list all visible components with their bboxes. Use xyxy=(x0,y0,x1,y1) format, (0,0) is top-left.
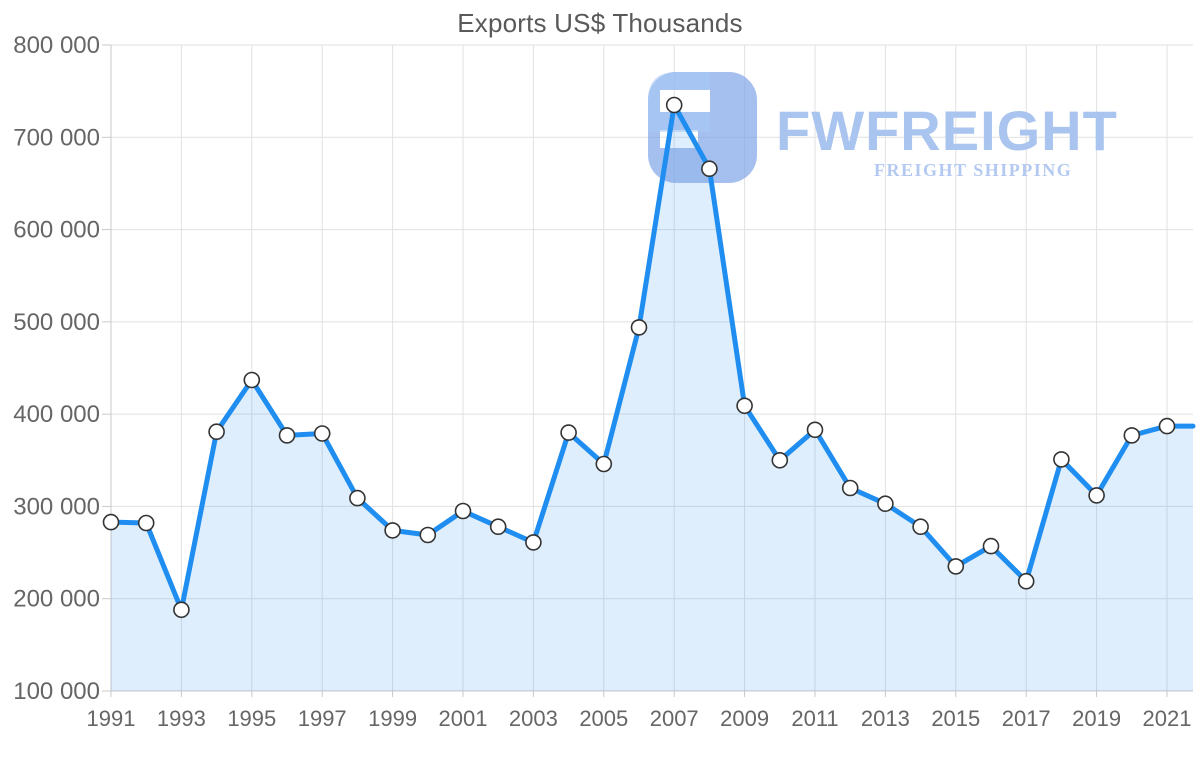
data-point-2012[interactable] xyxy=(841,479,859,497)
x-axis-label: 2015 xyxy=(931,706,980,731)
y-axis-label: 300 000 xyxy=(13,493,100,520)
data-point-2008[interactable] xyxy=(701,160,718,177)
data-point-1997[interactable] xyxy=(313,425,331,442)
x-axis-label: 2009 xyxy=(720,706,769,731)
watermark-brand-text: FWFREIGHT xyxy=(776,99,1118,162)
data-point-2019[interactable] xyxy=(1088,487,1105,504)
area-layer xyxy=(111,105,1193,691)
watermark: FWFREIGHT FREIGHT SHIPPING xyxy=(648,72,1118,183)
y-axis-label: 700 000 xyxy=(13,124,100,151)
x-axis-label: 2011 xyxy=(791,706,838,731)
data-point-2006[interactable] xyxy=(630,319,648,336)
x-axis-label: 2017 xyxy=(1002,706,1051,731)
data-point-1999[interactable] xyxy=(384,522,401,539)
data-point-2010[interactable] xyxy=(771,451,789,469)
data-point-1991[interactable] xyxy=(102,513,120,531)
x-axis-label: 2019 xyxy=(1072,706,1121,731)
x-axis-label: 1999 xyxy=(368,706,417,731)
x-axis-label: 2005 xyxy=(579,706,628,731)
x-axis-label: 1993 xyxy=(157,706,206,731)
data-point-2018[interactable] xyxy=(1053,451,1070,468)
data-point-2021[interactable] xyxy=(1158,417,1176,435)
watermark-tagline-text: FREIGHT SHIPPING xyxy=(874,160,1072,180)
y-axis-label: 200 000 xyxy=(13,586,100,613)
data-point-1998[interactable] xyxy=(349,489,366,507)
data-point-1996[interactable] xyxy=(278,427,296,444)
data-point-2017[interactable] xyxy=(1017,572,1035,590)
line-layer xyxy=(102,96,1196,619)
data-point-2009[interactable] xyxy=(736,397,753,415)
x-axis-label: 2007 xyxy=(650,706,699,731)
data-point-2003[interactable] xyxy=(525,534,542,551)
freight-logo-icon xyxy=(648,72,757,183)
x-axis-label: 2021 xyxy=(1143,706,1192,731)
data-point-2007[interactable] xyxy=(665,96,683,114)
data-point-2015[interactable] xyxy=(947,558,965,575)
x-axis-label: 1997 xyxy=(298,706,347,731)
data-point-2014[interactable] xyxy=(912,518,929,536)
x-axis-label: 1991 xyxy=(87,706,136,731)
data-point-2011[interactable] xyxy=(806,421,824,439)
y-axis-label: 800 000 xyxy=(13,32,100,59)
data-point-2020[interactable] xyxy=(1123,427,1141,444)
y-axis-label: 100 000 xyxy=(13,678,100,705)
x-axis-label: 1995 xyxy=(227,706,276,731)
data-point-2005[interactable] xyxy=(595,455,613,473)
data-point-1993[interactable] xyxy=(173,601,190,619)
x-axis-label: 2003 xyxy=(509,706,558,731)
data-point-2002[interactable] xyxy=(489,518,507,536)
y-axis-label: 500 000 xyxy=(13,309,100,336)
axis-labels-layer: 100 000 200 000 300 000 400 000 500 000 600 0… xyxy=(13,32,1191,731)
x-axis-label: 2001 xyxy=(439,706,488,731)
y-axis-label: 400 000 xyxy=(13,401,100,428)
data-point-2001[interactable] xyxy=(454,502,472,520)
x-axis-label: 2013 xyxy=(861,706,910,731)
data-point-1994[interactable] xyxy=(208,423,225,441)
data-point-2013[interactable] xyxy=(877,495,894,513)
data-point-2004[interactable] xyxy=(560,424,577,441)
data-point-1995[interactable] xyxy=(243,371,261,389)
area-fill xyxy=(111,105,1193,691)
data-point-2000[interactable] xyxy=(419,526,437,544)
data-point-2016[interactable] xyxy=(982,537,1000,555)
chart-title: Exports US$ Thousands xyxy=(457,8,743,38)
y-axis-label: 600 000 xyxy=(13,217,100,244)
data-point-1992[interactable] xyxy=(137,514,155,532)
